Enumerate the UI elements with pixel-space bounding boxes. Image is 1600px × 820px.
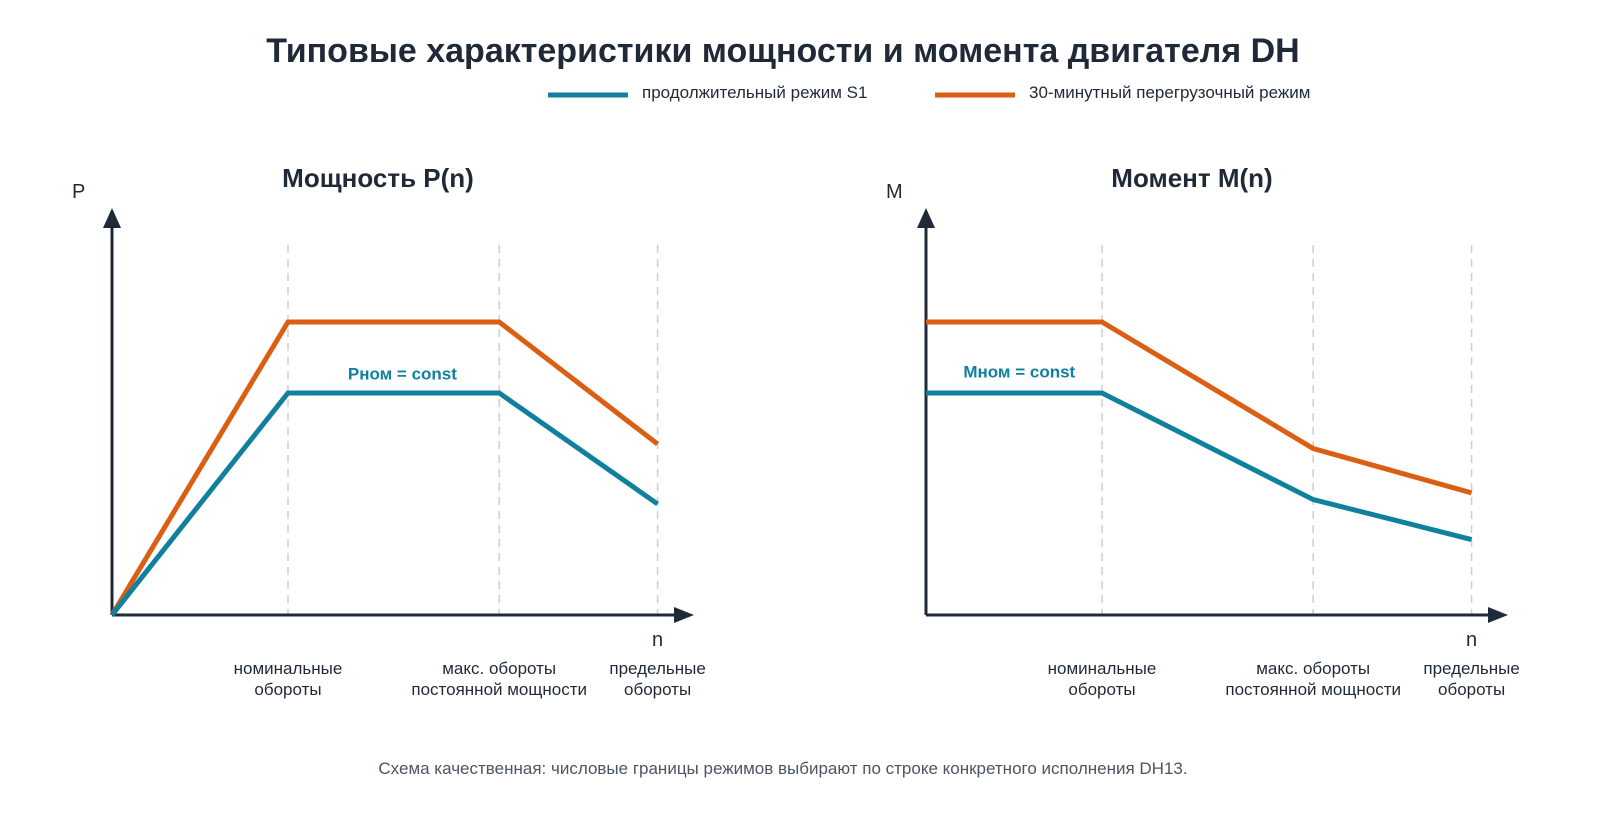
- footnote: Схема качественная: числовые границы реж…: [378, 759, 1187, 778]
- y-axis-label: P: [72, 181, 85, 203]
- torque-chart-panel: Момент M(n) Mn номинальные обороты макс. обо…: [886, 163, 1520, 699]
- power-chart-panel: Мощность P(n) Pn номинальные обороты макс. о…: [72, 163, 706, 699]
- annotation-label: Mном = const: [963, 362, 1075, 381]
- legend-label-s30: 30-минутный перегрузочный режим: [1029, 83, 1310, 102]
- x-axis-label: n: [652, 629, 663, 651]
- x-tick-label: предельные обороты: [609, 659, 705, 699]
- x-tick-label: номинальные обороты: [1048, 659, 1157, 699]
- x-axis-arrow: [1488, 607, 1508, 623]
- x-tick-label: предельные обороты: [1423, 659, 1519, 699]
- legend-label-s1: продолжительный режим S1: [642, 83, 867, 102]
- series-line: [109, 319, 660, 617]
- series-line: [926, 390, 1473, 542]
- legend: продолжительный режим S1 30-минутный пер…: [548, 83, 1310, 102]
- subplot-title: Момент M(n): [1111, 163, 1272, 193]
- annotation-label: Pном = const: [348, 365, 457, 384]
- subplot-title: Мощность P(n): [282, 163, 474, 193]
- x-tick-label: номинальные обороты: [234, 659, 343, 699]
- y-axis-arrow: [103, 208, 121, 228]
- x-tick-label: макс. обороты постоянной мощности: [1225, 659, 1401, 699]
- chart-title: Типовые характеристики мощности и момент…: [266, 32, 1299, 70]
- x-tick-label: макс. обороты постоянной мощности: [411, 659, 587, 699]
- x-axis-label: n: [1466, 629, 1477, 651]
- y-axis-arrow: [917, 208, 935, 228]
- series-line: [110, 390, 660, 617]
- series-line: [926, 319, 1473, 496]
- x-axis-arrow: [674, 607, 694, 623]
- y-axis-label: M: [886, 181, 903, 203]
